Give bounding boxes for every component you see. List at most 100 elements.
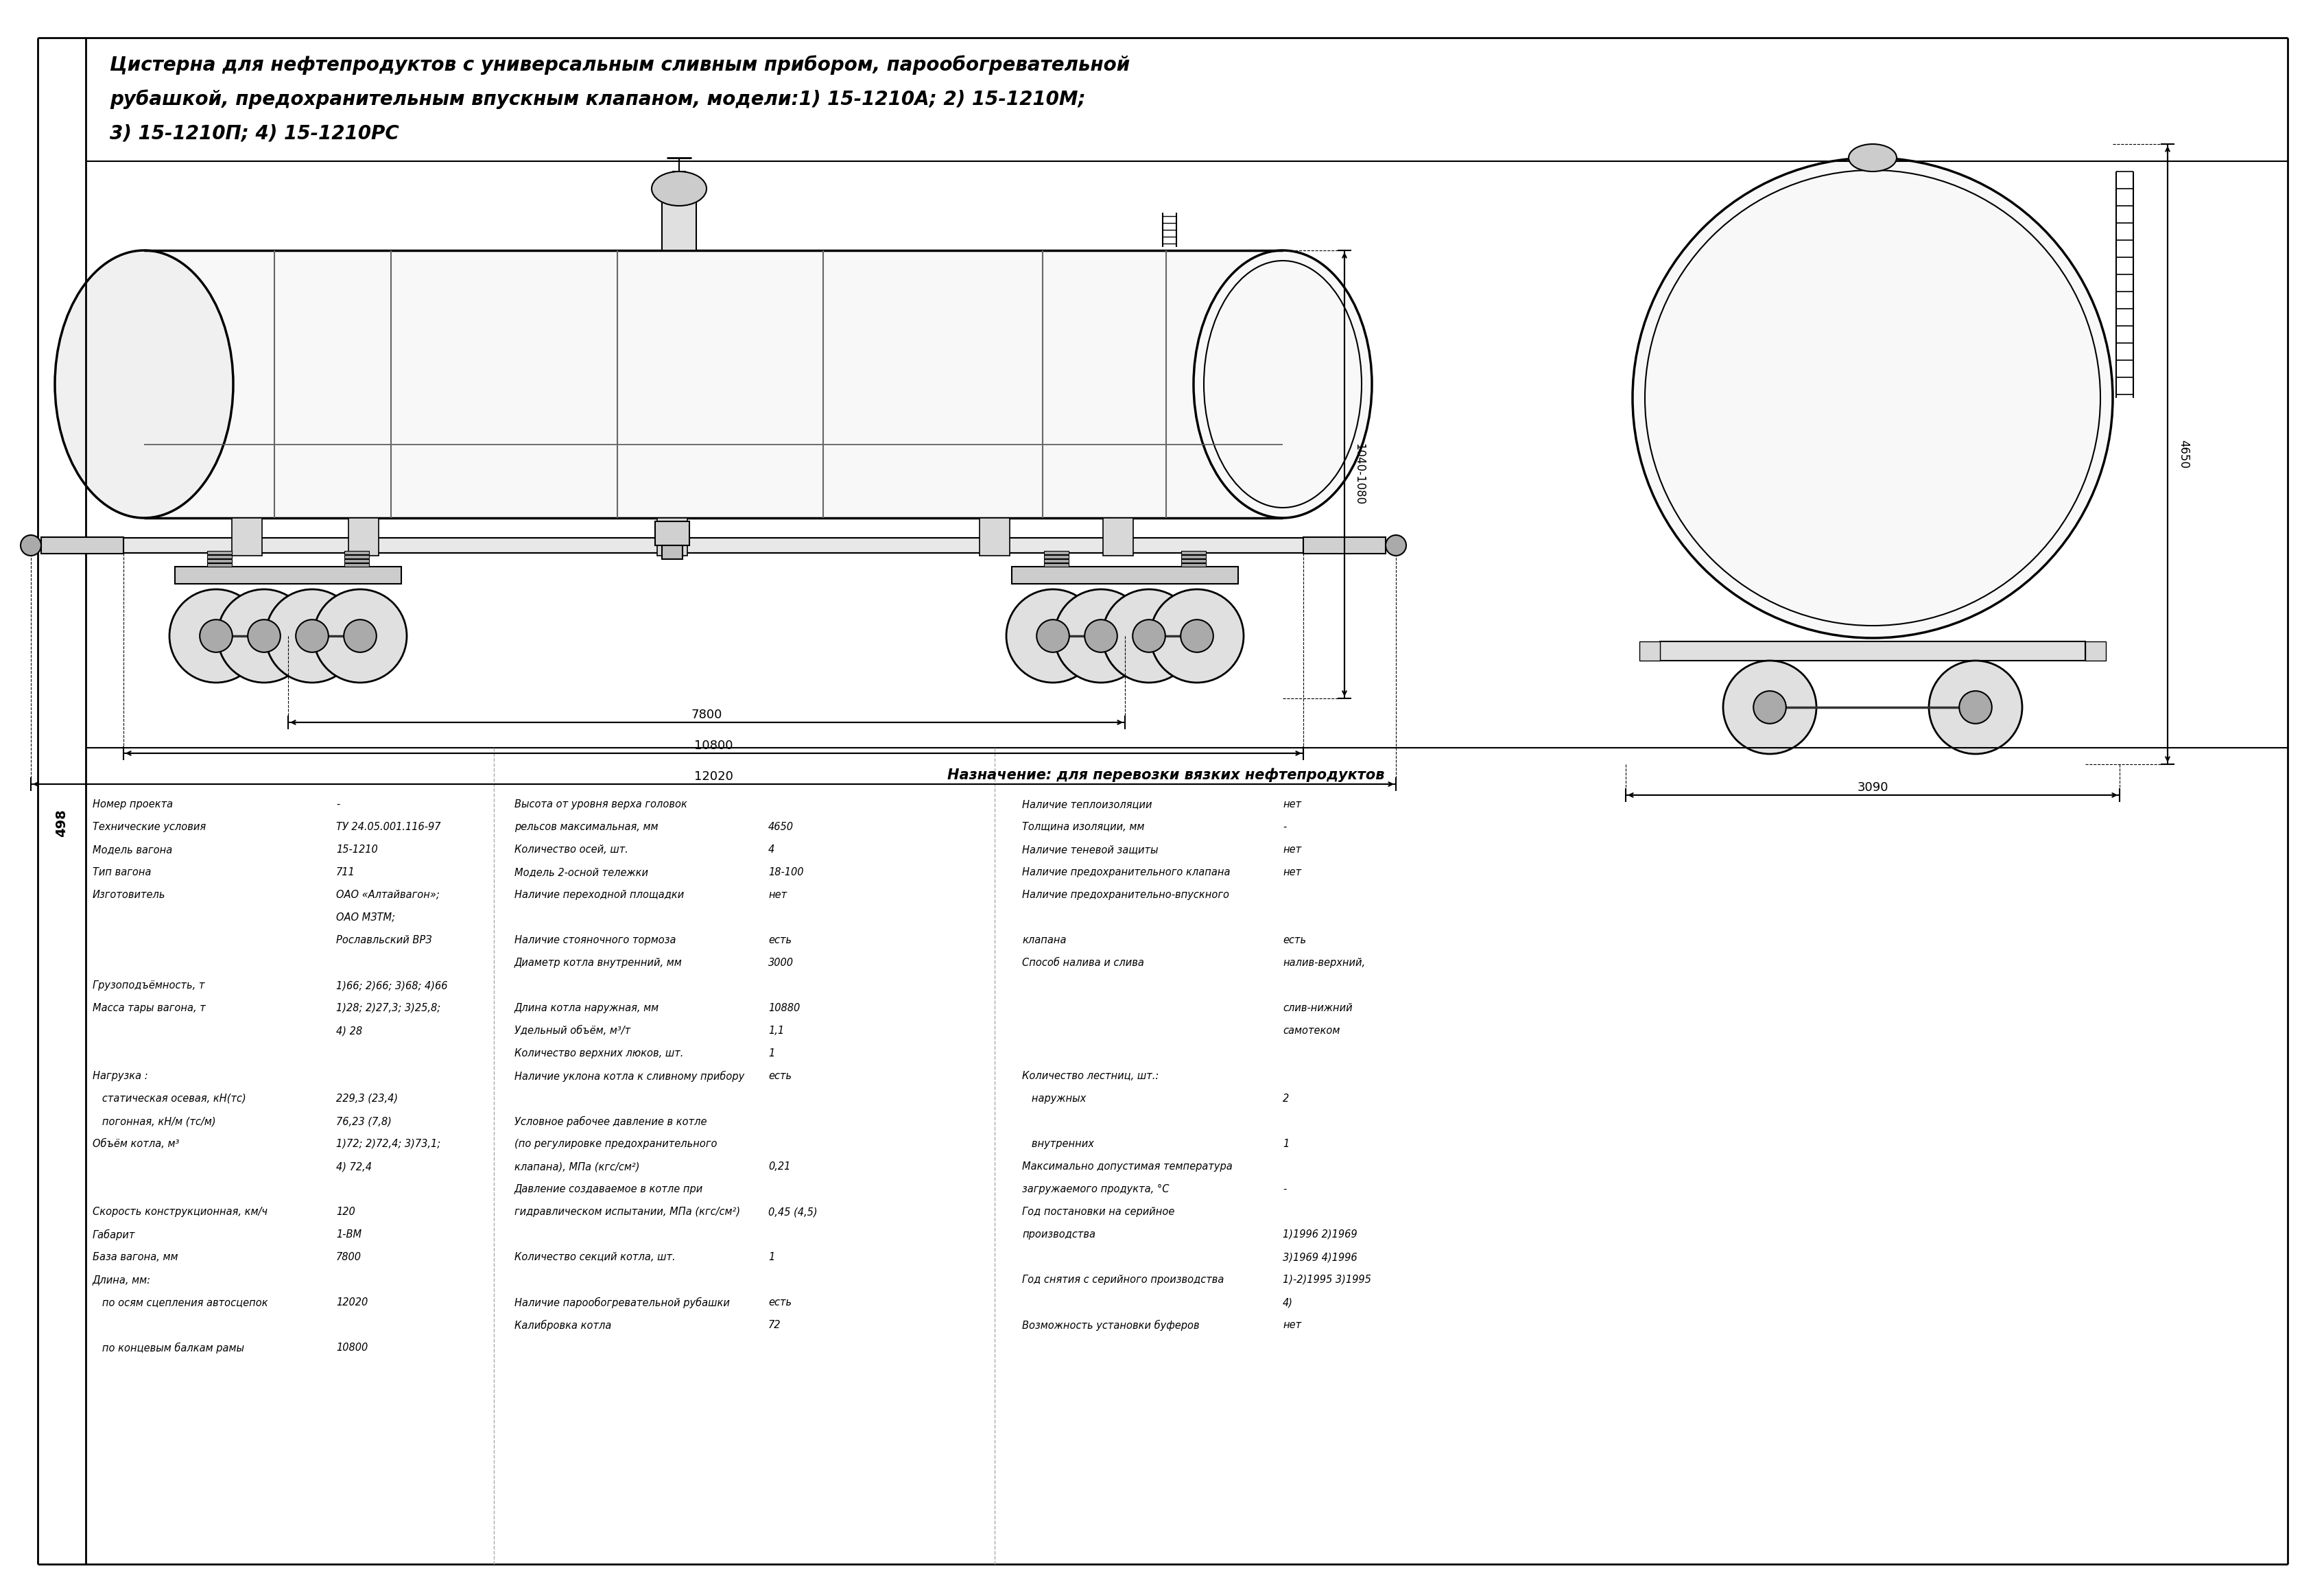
Bar	[174, 566, 402, 584]
Circle shape	[1006, 589, 1099, 683]
Text: клапана: клапана	[1023, 935, 1067, 946]
Text: 10800: 10800	[695, 740, 732, 751]
Text: Наличие теплоизоляции: Наличие теплоизоляции	[1023, 799, 1153, 810]
Text: -: -	[1283, 821, 1285, 833]
Text: есть: есть	[769, 1297, 792, 1308]
Text: Наличие уклона котла к сливному прибору: Наличие уклона котла к сливному прибору	[514, 1070, 744, 1081]
Circle shape	[218, 589, 311, 683]
Text: Изготовитель: Изготовитель	[93, 890, 165, 900]
Text: Наличие предохранительно-впускного: Наличие предохранительно-впускного	[1023, 890, 1229, 900]
Text: 1: 1	[769, 1048, 774, 1059]
Ellipse shape	[21, 534, 42, 555]
Text: База вагона, мм: База вагона, мм	[93, 1252, 179, 1262]
Text: Наличие стояночного тормоза: Наличие стояночного тормоза	[514, 935, 676, 946]
Text: Год снятия с серийного производства: Год снятия с серийного производства	[1023, 1274, 1225, 1286]
Bar	[1181, 550, 1206, 555]
Text: Объём котла, м³: Объём котла, м³	[93, 1139, 179, 1148]
Bar	[1304, 538, 1385, 553]
Bar	[1043, 560, 1069, 563]
Bar	[207, 550, 232, 555]
Text: ОАО МЗТМ;: ОАО МЗТМ;	[337, 912, 395, 922]
Text: Габарит: Габарит	[93, 1230, 135, 1241]
Text: Наличие переходной площадки: Наличие переходной площадки	[514, 890, 683, 900]
Text: нет: нет	[769, 890, 788, 900]
Text: -: -	[1283, 1183, 1285, 1195]
Bar	[349, 518, 379, 555]
Text: Условное рабочее давление в котле: Условное рабочее давление в котле	[514, 1116, 706, 1128]
Bar	[2085, 641, 2106, 660]
Text: 4: 4	[769, 844, 774, 855]
Bar	[1638, 641, 1659, 660]
Text: слив-нижний: слив-нижний	[1283, 1003, 1353, 1013]
Text: по концевым балкам рамы: по концевым балкам рамы	[93, 1343, 244, 1354]
Text: 120: 120	[337, 1207, 356, 1217]
Circle shape	[1929, 660, 2022, 754]
Text: Наличие предохранительного клапана: Наличие предохранительного клапана	[1023, 868, 1229, 877]
Bar	[1181, 555, 1206, 558]
Text: Тип вагона: Тип вагона	[93, 868, 151, 877]
Text: ОАО «Алтайвагон»;: ОАО «Алтайвагон»;	[337, 890, 439, 900]
Text: налив-верхний,: налив-верхний,	[1283, 957, 1364, 968]
Bar	[662, 545, 683, 560]
Text: 498: 498	[56, 809, 67, 837]
Text: Высота от уровня верха головок: Высота от уровня верха головок	[514, 799, 688, 810]
Text: 10880: 10880	[769, 1003, 799, 1013]
Bar	[42, 538, 123, 553]
Text: 1: 1	[1283, 1139, 1290, 1148]
Text: 1-ВМ: 1-ВМ	[337, 1230, 363, 1239]
Text: 1)66; 2)66; 3)68; 4)66: 1)66; 2)66; 3)68; 4)66	[337, 981, 449, 990]
Text: 3000: 3000	[769, 957, 792, 968]
Text: Количество верхних люков, шт.: Количество верхних люков, шт.	[514, 1048, 683, 1059]
Circle shape	[1631, 158, 2113, 638]
Text: Год постановки на серийное: Год постановки на серийное	[1023, 1207, 1174, 1217]
Text: статическая осевая, кН(тс): статическая осевая, кН(тс)	[93, 1094, 246, 1104]
Circle shape	[344, 619, 376, 652]
Circle shape	[249, 619, 281, 652]
Circle shape	[265, 589, 358, 683]
Bar	[655, 522, 690, 545]
Text: 7800: 7800	[690, 708, 723, 721]
Text: Скорость конструкционная, км/ч: Скорость конструкционная, км/ч	[93, 1207, 267, 1217]
Bar	[662, 188, 697, 250]
Text: Толщина изоляции, мм: Толщина изоляции, мм	[1023, 821, 1143, 833]
Bar	[344, 550, 370, 555]
Text: (по регулировке предохранительного: (по регулировке предохранительного	[514, 1139, 718, 1148]
Bar	[344, 563, 370, 566]
Bar	[1659, 641, 2085, 660]
Text: Номер проекта: Номер проекта	[93, 799, 172, 810]
Text: Удельный объём, м³/т: Удельный объём, м³/т	[514, 1026, 630, 1037]
Text: 4): 4)	[1283, 1297, 1292, 1308]
Text: 72: 72	[769, 1321, 781, 1330]
Text: 1)72; 2)72,4; 3)73,1;: 1)72; 2)72,4; 3)73,1;	[337, 1139, 442, 1148]
Text: 1)-2)1995 3)1995: 1)-2)1995 3)1995	[1283, 1274, 1371, 1286]
Text: нет: нет	[1283, 844, 1301, 855]
Text: самотеком: самотеком	[1283, 1026, 1341, 1035]
Text: погонная, кН/м (тс/м): погонная, кН/м (тс/м)	[93, 1116, 216, 1126]
Text: внутренних: внутренних	[1023, 1139, 1095, 1148]
Text: 3)1969 4)1996: 3)1969 4)1996	[1283, 1252, 1357, 1262]
Text: 4) 72,4: 4) 72,4	[337, 1161, 372, 1172]
Text: есть: есть	[769, 1070, 792, 1081]
Text: Калибровка котла: Калибровка котла	[514, 1321, 611, 1330]
Text: Длина, мм:: Длина, мм:	[93, 1274, 151, 1286]
Text: 229,3 (23,4): 229,3 (23,4)	[337, 1094, 397, 1104]
Text: 0,21: 0,21	[769, 1161, 790, 1172]
Text: 7800: 7800	[337, 1252, 363, 1262]
Text: производства: производства	[1023, 1230, 1095, 1239]
Text: 2: 2	[1283, 1094, 1290, 1104]
Text: рубашкой, предохранительным впускным клапаном, модели:1) 15-1210А; 2) 15-1210М;: рубашкой, предохранительным впускным кла…	[109, 89, 1085, 108]
Text: Количество лестниц, шт.:: Количество лестниц, шт.:	[1023, 1070, 1160, 1081]
Bar	[978, 518, 1009, 555]
Text: Диаметр котла внутренний, мм: Диаметр котла внутренний, мм	[514, 957, 683, 968]
Text: 4650: 4650	[2178, 440, 2189, 469]
Circle shape	[1722, 660, 1817, 754]
Text: есть: есть	[769, 935, 792, 946]
Text: 1)1996 2)1969: 1)1996 2)1969	[1283, 1230, 1357, 1239]
Text: Технические условия: Технические условия	[93, 821, 207, 833]
Text: Нагрузка :: Нагрузка :	[93, 1070, 149, 1081]
Text: Давление создаваемое в котле при: Давление создаваемое в котле при	[514, 1183, 704, 1195]
Text: загружаемого продукта, °С: загружаемого продукта, °С	[1023, 1183, 1169, 1195]
Circle shape	[1150, 589, 1243, 683]
Text: 15-1210: 15-1210	[337, 844, 379, 855]
Text: нет: нет	[1283, 799, 1301, 810]
